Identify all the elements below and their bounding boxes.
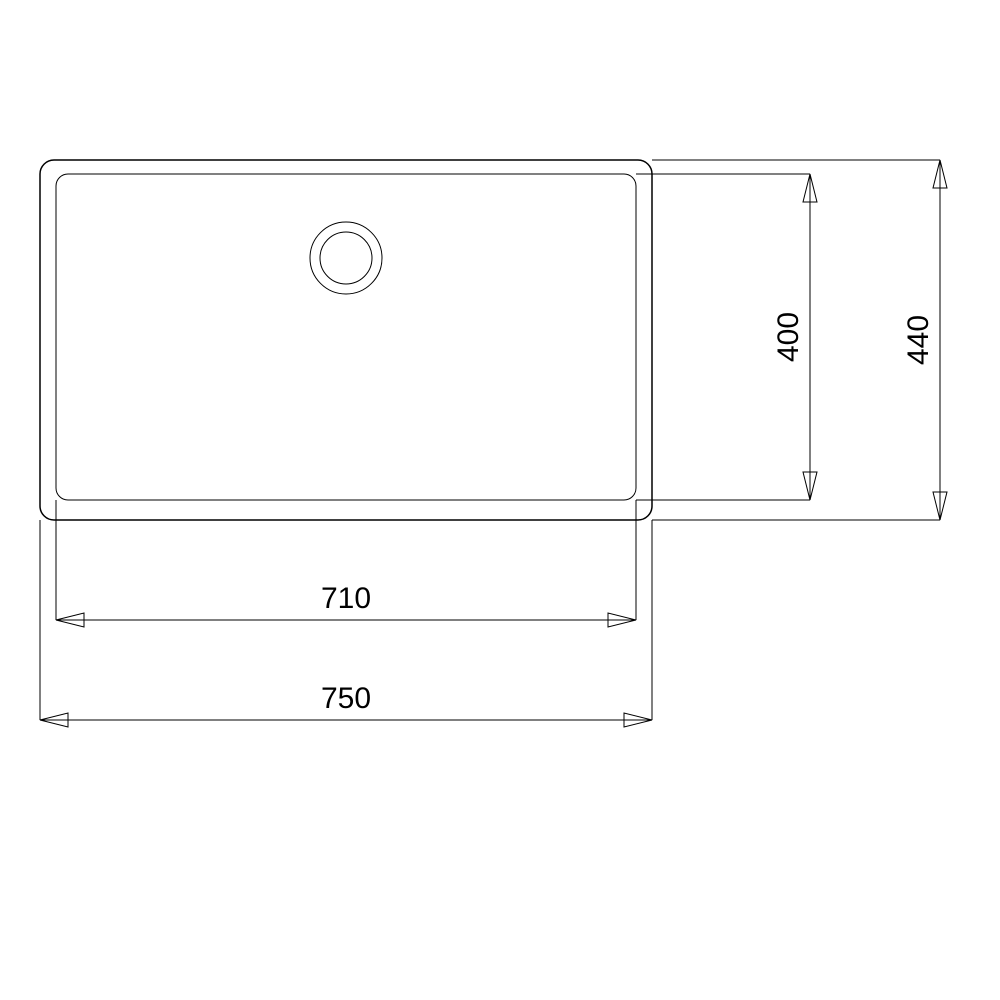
- dim-label-440: 440: [902, 315, 935, 365]
- outer-rect: [40, 160, 652, 520]
- inner-rect: [56, 174, 636, 500]
- dim-label-710: 710: [321, 582, 371, 615]
- drain-circle-inner: [320, 232, 372, 284]
- drain-circle-outer: [310, 222, 382, 294]
- dim-label-750: 750: [321, 682, 371, 715]
- dim-label-400: 400: [772, 312, 805, 362]
